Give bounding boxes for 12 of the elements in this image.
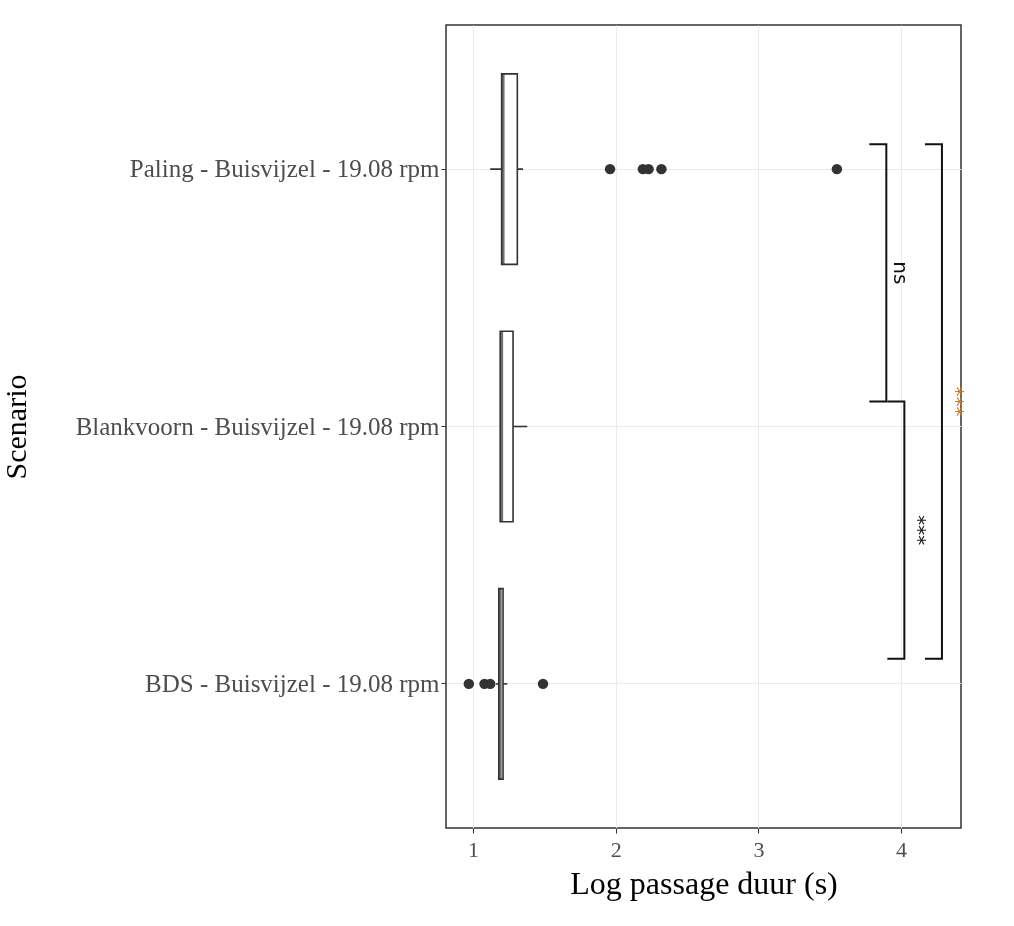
y-tick-label: Paling - Buisvijzel - 19.08 rpm	[129, 155, 441, 183]
annotation: ***	[907, 515, 932, 546]
annotation: ns	[889, 261, 914, 285]
x-tick-label: 2	[610, 836, 622, 862]
x-tick-label: 4	[896, 836, 908, 862]
x-axis-title: Log passage duur (s)	[570, 864, 838, 901]
y-tick-label: Blankvoorn - Buisvijzel - 19.08 rpm	[75, 412, 441, 440]
y-tick-label: BDS - Buisvijzel - 19.08 rpm	[145, 669, 441, 697]
x-tick-label: 3	[753, 836, 765, 862]
y-axis-title: Scenario	[0, 374, 32, 480]
x-tick-label: 1	[468, 836, 480, 862]
annotation: ***	[944, 386, 969, 417]
